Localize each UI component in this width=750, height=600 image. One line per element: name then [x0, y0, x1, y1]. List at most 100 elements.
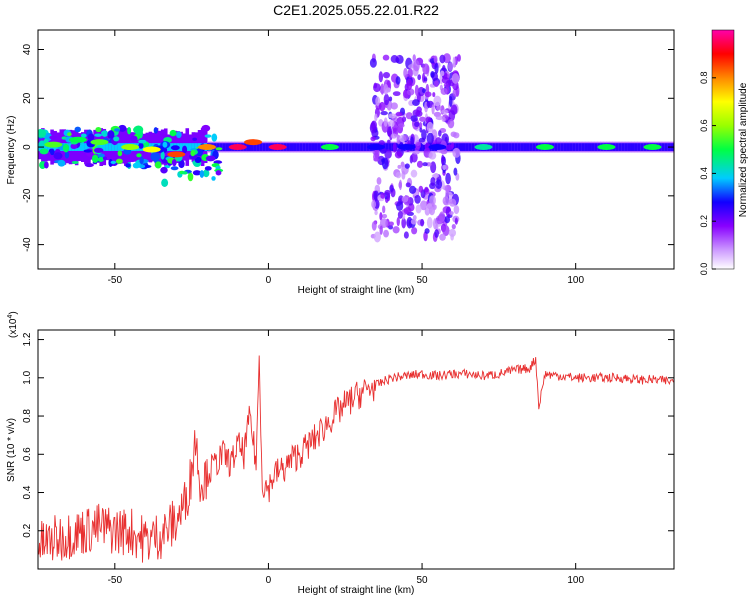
heat-speckle	[203, 169, 210, 178]
heat-band-core	[532, 143, 537, 151]
heat-speckle	[91, 154, 99, 163]
heat-speckle	[406, 78, 413, 91]
heat-point	[44, 141, 63, 148]
heat-speckle	[383, 93, 390, 106]
heat-band-core	[560, 143, 564, 151]
heat-speckle	[192, 137, 197, 141]
spectrogram-x-axis-label: Height of straight line (km)	[298, 285, 415, 296]
snr-y-axis-label: SNR (10 * v/v)	[6, 418, 17, 482]
heat-speckle	[410, 152, 418, 163]
heat-speckle	[409, 136, 414, 147]
heat-speckle	[87, 133, 95, 142]
heat-speckle	[421, 129, 427, 141]
snr-panel: -50 0 50 100 0.2 0.4 0.6 0.8 1.0 1.2 Height of st…	[6, 311, 675, 596]
snr-ticks: -50 0 50 100 0.2 0.4 0.6 0.8 1.0 1.2	[22, 330, 674, 586]
heat-band-core	[317, 143, 322, 151]
heat-speckle	[154, 161, 162, 169]
heat-band-core	[253, 143, 257, 151]
heat-speckle	[430, 71, 435, 78]
heat-point	[597, 144, 616, 151]
heat-speckle	[418, 122, 423, 129]
heat-speckle	[410, 169, 418, 178]
heat-speckle	[390, 55, 399, 63]
heat-band-core	[498, 143, 503, 151]
heat-speckle	[138, 142, 144, 149]
heat-band-core	[452, 143, 457, 151]
heat-speckle	[108, 158, 113, 167]
heat-band-core	[465, 143, 469, 151]
heat-speckle	[169, 129, 177, 137]
heat-band-core	[661, 143, 666, 151]
heat-speckle	[83, 149, 93, 153]
heat-speckle	[411, 227, 418, 235]
heat-speckle	[453, 167, 458, 176]
heat-speckle	[401, 195, 409, 203]
heat-band-core	[422, 143, 426, 151]
heat-band-core	[523, 143, 528, 151]
heat-band-core	[363, 143, 368, 151]
heat-point	[643, 144, 662, 151]
heat-speckle	[434, 80, 439, 88]
heat-speckle	[382, 213, 388, 219]
y-tick-label: 0.6	[22, 447, 33, 461]
heat-band-core	[674, 143, 678, 151]
heat-speckle	[102, 156, 108, 161]
heat-speckle	[442, 196, 450, 206]
heat-point	[228, 144, 247, 151]
heat-speckle	[433, 55, 438, 64]
heat-speckle	[450, 131, 457, 138]
heat-band-core	[557, 143, 561, 151]
heat-speckle	[421, 88, 427, 94]
heat-speckle	[424, 186, 429, 193]
heat-speckle	[404, 163, 410, 169]
y-tick-label: 0.4	[22, 485, 33, 499]
heat-point	[167, 151, 186, 158]
heat-speckle	[436, 105, 442, 111]
colorbar-tick-label: 0.2	[699, 215, 709, 228]
heat-speckle	[425, 116, 432, 124]
heat-speckle	[422, 162, 428, 167]
heat-speckle	[428, 206, 436, 216]
heat-band-core	[339, 143, 343, 151]
colorbar: 0.0 0.2 0.4 0.6 0.8 Normalized spectral ampl…	[699, 29, 749, 275]
heat-band-core	[569, 143, 574, 151]
heat-speckle	[441, 116, 446, 122]
heat-speckle	[414, 84, 419, 97]
heat-band-core	[526, 143, 531, 151]
heat-speckle	[71, 160, 79, 165]
heat-speckle	[378, 140, 385, 146]
colorbar-tick-label: 0.4	[699, 167, 709, 180]
heat-band-core	[575, 143, 580, 151]
heat-speckle	[162, 141, 168, 148]
heat-band-core	[471, 143, 475, 151]
heat-speckle	[171, 159, 177, 167]
snr-scale-label: (x104)	[7, 311, 19, 338]
heat-speckle	[125, 163, 131, 168]
heat-speckle	[388, 113, 396, 119]
y-tick-label: 0.2	[22, 523, 33, 537]
heat-speckle	[138, 139, 147, 144]
heat-speckle	[371, 200, 377, 209]
heat-speckle	[379, 218, 388, 229]
heat-speckle	[382, 205, 386, 214]
heat-speckle	[80, 133, 87, 138]
snr-series-line	[38, 355, 674, 563]
heat-speckle	[39, 161, 47, 170]
y-tick-label: 0.8	[22, 409, 33, 423]
heat-speckle	[419, 116, 426, 122]
heat-speckle	[432, 92, 436, 98]
heat-band-core	[105, 143, 110, 151]
heat-band-core	[388, 143, 392, 151]
heat-speckle	[384, 189, 391, 196]
heat-speckle	[178, 159, 185, 169]
heat-speckle	[379, 225, 383, 235]
heat-speckle	[430, 176, 436, 186]
heat-band-core	[495, 143, 500, 151]
heat-speckle	[426, 217, 433, 229]
heat-speckle	[383, 229, 389, 238]
heat-speckle	[418, 185, 424, 193]
heat-speckle	[386, 194, 391, 202]
heat-speckle	[43, 161, 49, 169]
heat-speckle	[97, 153, 105, 158]
